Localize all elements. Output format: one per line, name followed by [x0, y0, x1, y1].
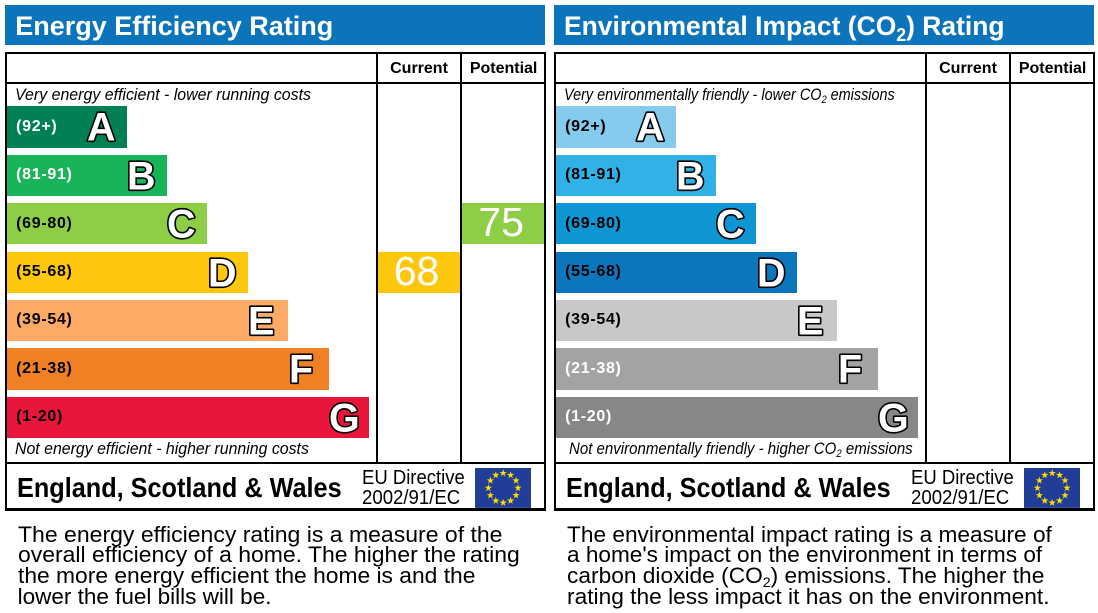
svg-text:C: C	[716, 202, 745, 246]
svg-text:F: F	[838, 348, 862, 392]
svg-text:G: G	[878, 396, 909, 440]
svg-text:B: B	[676, 154, 705, 198]
svg-text:C: C	[167, 202, 196, 246]
svg-text:E: E	[797, 299, 823, 343]
svg-text:D: D	[757, 251, 786, 295]
svg-text:B: B	[127, 154, 156, 198]
svg-text:A: A	[636, 106, 665, 150]
svg-text:A: A	[636, 106, 665, 150]
svg-text:F: F	[289, 348, 313, 392]
svg-text:A: A	[87, 106, 116, 150]
svg-text:G: G	[878, 396, 909, 440]
svg-text:G: G	[329, 396, 360, 440]
svg-text:B: B	[127, 154, 156, 198]
svg-text:C: C	[167, 202, 196, 246]
svg-text:D: D	[757, 251, 786, 295]
svg-text:C: C	[716, 202, 745, 246]
svg-text:E: E	[248, 299, 274, 343]
svg-text:G: G	[329, 396, 360, 440]
svg-text:D: D	[208, 251, 237, 295]
svg-text:A: A	[87, 106, 116, 150]
svg-text:F: F	[838, 348, 862, 392]
svg-text:E: E	[797, 299, 823, 343]
svg-text:F: F	[289, 348, 313, 392]
svg-text:E: E	[248, 299, 274, 343]
svg-text:B: B	[676, 154, 705, 198]
svg-text:D: D	[208, 251, 237, 295]
